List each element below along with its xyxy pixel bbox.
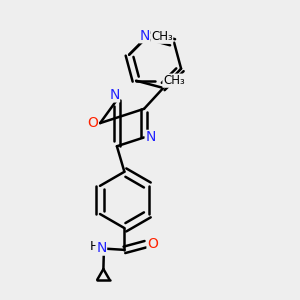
Text: N: N (145, 130, 156, 144)
Text: O: O (88, 116, 98, 130)
Text: N: N (109, 88, 119, 102)
Text: N: N (139, 29, 149, 43)
Text: H: H (89, 239, 99, 253)
Text: N: N (96, 241, 106, 255)
Text: CH₃: CH₃ (163, 74, 185, 87)
Text: CH₃: CH₃ (151, 30, 173, 43)
Text: O: O (147, 237, 158, 251)
